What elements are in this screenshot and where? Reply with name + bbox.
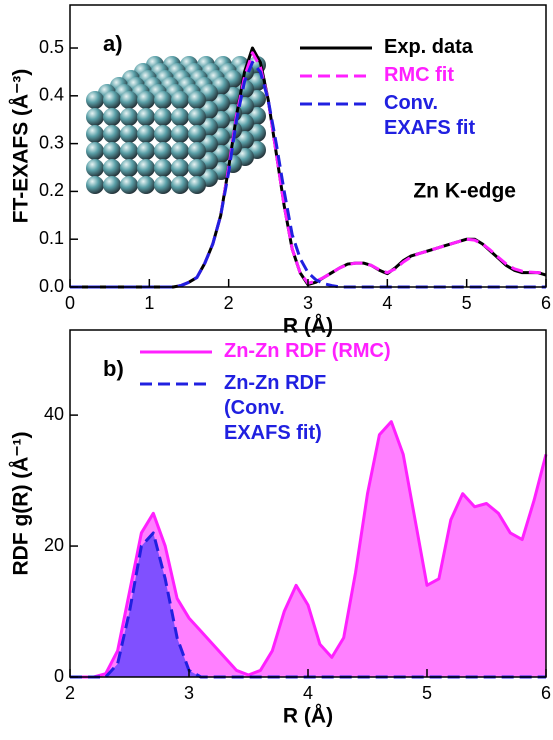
sphere <box>86 91 104 109</box>
area-fill <box>70 532 546 677</box>
y-tick-label: 0.2 <box>39 180 64 200</box>
sphere <box>103 176 121 194</box>
sphere <box>137 159 155 177</box>
sphere <box>171 125 189 143</box>
sphere <box>86 159 104 177</box>
sphere <box>137 108 155 126</box>
sphere <box>86 142 104 160</box>
sphere <box>86 108 104 126</box>
x-tick-label: 6 <box>541 293 551 313</box>
sphere <box>120 142 138 160</box>
sphere <box>120 125 138 143</box>
sphere <box>188 142 206 160</box>
legend-label: Zn-Zn RDF (Conv. EXAFS fit) <box>224 372 327 444</box>
sphere <box>137 125 155 143</box>
sphere <box>171 176 189 194</box>
sphere <box>154 91 172 109</box>
sphere <box>103 91 121 109</box>
sphere <box>120 108 138 126</box>
x-tick-label: 2 <box>65 683 75 703</box>
cluster-inset <box>86 56 266 194</box>
sphere <box>103 125 121 143</box>
sphere <box>171 159 189 177</box>
x-tick-label: 1 <box>144 293 154 313</box>
annotation: Zn K-edge <box>413 180 516 203</box>
sphere <box>154 125 172 143</box>
area-fill <box>70 421 546 677</box>
panel-label: a) <box>103 31 123 56</box>
x-tick-label: 4 <box>303 683 313 703</box>
sphere <box>154 108 172 126</box>
sphere <box>188 91 206 109</box>
x-tick-label: 0 <box>65 293 75 313</box>
sphere <box>154 142 172 160</box>
y-tick-label: 0.0 <box>39 276 64 296</box>
series-line <box>70 420 548 679</box>
x-tick-label: 6 <box>541 683 551 703</box>
x-axis-label: R (Å) <box>283 314 333 338</box>
sphere <box>86 176 104 194</box>
sphere <box>103 159 121 177</box>
x-tick-label: 3 <box>303 293 313 313</box>
y-tick-label: 0 <box>54 666 64 686</box>
sphere <box>154 159 172 177</box>
sphere <box>137 176 155 194</box>
x-tick-label: 2 <box>224 293 234 313</box>
sphere <box>137 142 155 160</box>
y-axis-label: RDF g(R) (Å⁻¹) <box>9 431 33 575</box>
x-tick-label: 3 <box>184 683 194 703</box>
sphere <box>188 176 206 194</box>
sphere <box>103 142 121 160</box>
y-tick-label: 0.5 <box>39 37 64 57</box>
x-axis-label: R (Å) <box>283 704 333 728</box>
legend-label: Conv. EXAFS fit <box>384 92 476 139</box>
sphere <box>154 176 172 194</box>
sphere <box>188 108 206 126</box>
x-tick-label: 5 <box>462 293 472 313</box>
panel-label: b) <box>103 356 124 381</box>
sphere <box>103 108 121 126</box>
legend-label: Zn-Zn RDF (RMC) <box>224 340 391 362</box>
y-tick-label: 0.1 <box>39 228 64 248</box>
sphere <box>120 176 138 194</box>
sphere <box>171 108 189 126</box>
sphere <box>188 125 206 143</box>
y-tick-label: 0.4 <box>39 85 64 105</box>
sphere <box>171 91 189 109</box>
x-tick-label: 5 <box>422 683 432 703</box>
y-tick-label: 40 <box>44 404 64 424</box>
y-axis-label: FT-EXAFS (Å⁻³) <box>9 69 33 224</box>
y-tick-label: 0.3 <box>39 132 64 152</box>
sphere <box>120 91 138 109</box>
legend-label: Exp. data <box>384 36 473 58</box>
sphere <box>188 159 206 177</box>
sphere <box>137 91 155 109</box>
sphere <box>171 142 189 160</box>
legend-label: RMC fit <box>384 64 454 86</box>
sphere <box>86 125 104 143</box>
sphere <box>120 159 138 177</box>
y-tick-label: 20 <box>44 535 64 555</box>
x-tick-label: 4 <box>382 293 392 313</box>
